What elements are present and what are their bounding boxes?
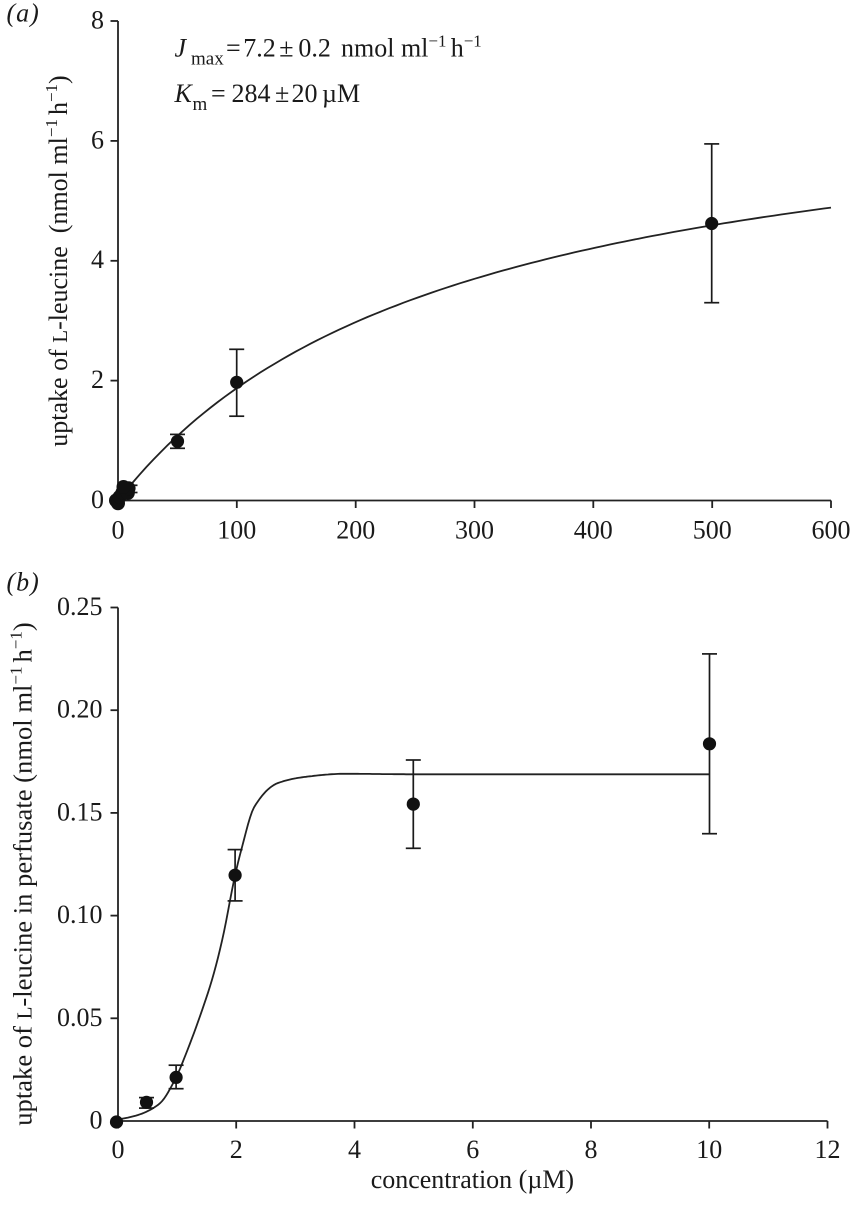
svg-text:6: 6 xyxy=(466,1135,479,1164)
svg-text:0: 0 xyxy=(91,485,104,514)
svg-text:uptake of L-leucine in perfusa: uptake of L-leucine in perfusate (nmol m… xyxy=(7,622,38,1125)
svg-text:concentration (µM): concentration (µM) xyxy=(371,1165,574,1194)
svg-text:100: 100 xyxy=(217,516,256,545)
svg-text:4: 4 xyxy=(91,245,104,274)
svg-text:0: 0 xyxy=(90,1106,103,1135)
svg-text:0: 0 xyxy=(112,1135,125,1164)
svg-text:2: 2 xyxy=(230,1135,243,1164)
svg-text:200: 200 xyxy=(336,516,375,545)
svg-text:0.05: 0.05 xyxy=(57,1003,103,1032)
svg-text:0.20: 0.20 xyxy=(57,695,103,724)
svg-text:0.10: 0.10 xyxy=(57,900,103,929)
svg-text:8: 8 xyxy=(91,6,104,35)
svg-text:6: 6 xyxy=(91,125,104,154)
svg-text:400: 400 xyxy=(574,516,613,545)
svg-text:2: 2 xyxy=(91,365,104,394)
svg-text:(b): (b) xyxy=(7,568,39,597)
svg-text:0: 0 xyxy=(112,516,125,545)
svg-text:600: 600 xyxy=(812,516,850,545)
svg-text:(a): (a) xyxy=(7,0,39,28)
svg-text:12: 12 xyxy=(815,1135,841,1164)
svg-text:500: 500 xyxy=(693,516,732,545)
svg-text:4: 4 xyxy=(348,1135,361,1164)
svg-text:8: 8 xyxy=(585,1135,598,1164)
svg-text:0.25: 0.25 xyxy=(57,592,103,621)
svg-text:300: 300 xyxy=(455,516,494,545)
svg-text:10: 10 xyxy=(696,1135,722,1164)
svg-text:0.15: 0.15 xyxy=(57,797,103,826)
